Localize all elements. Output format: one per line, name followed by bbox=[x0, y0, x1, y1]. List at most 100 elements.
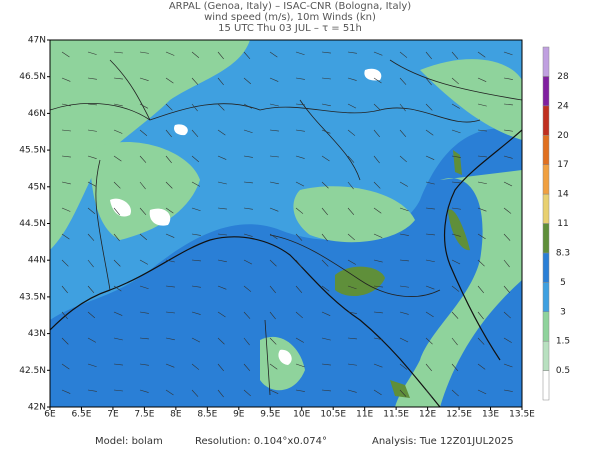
wind-barb bbox=[61, 259, 69, 267]
wind-barb bbox=[347, 129, 356, 136]
wind-barb bbox=[139, 77, 149, 81]
wind-barb bbox=[191, 181, 201, 187]
wind-barb bbox=[113, 155, 122, 162]
wind-barb bbox=[139, 363, 149, 366]
wind-barb bbox=[295, 233, 303, 241]
wind-barb bbox=[399, 181, 408, 187]
wind-barb bbox=[399, 311, 409, 315]
wind-area bbox=[50, 40, 250, 250]
wind-barb bbox=[503, 311, 511, 319]
wind-area bbox=[260, 336, 305, 391]
wind-barb bbox=[347, 363, 357, 366]
wind-barb bbox=[347, 389, 357, 393]
wind-area bbox=[420, 59, 522, 141]
x-tick-label: 11.5E bbox=[383, 410, 409, 420]
wind-barb bbox=[373, 77, 382, 84]
wind-barb bbox=[165, 337, 175, 341]
wind-barb bbox=[347, 337, 357, 340]
wind-barb bbox=[425, 77, 432, 86]
wind-barb bbox=[477, 259, 485, 267]
colorbar-swatch bbox=[542, 223, 550, 254]
wind-barb bbox=[269, 337, 277, 345]
wind-barb bbox=[165, 259, 175, 263]
wind-barb bbox=[425, 389, 432, 398]
colorbar-swatch bbox=[542, 311, 550, 342]
wind-barb bbox=[451, 259, 461, 265]
wind-barb bbox=[87, 363, 97, 368]
wind-barb bbox=[451, 363, 459, 372]
wind-barb bbox=[451, 129, 461, 134]
wind-barb bbox=[165, 155, 172, 164]
wind-barb bbox=[217, 103, 225, 111]
wind-barb bbox=[165, 233, 175, 238]
wind-barb bbox=[399, 363, 408, 370]
x-tick-label: 9.5E bbox=[260, 410, 280, 420]
wind-barb bbox=[191, 207, 201, 212]
wind-barb bbox=[165, 311, 175, 314]
wind-barb bbox=[139, 259, 149, 265]
wind-barb bbox=[373, 103, 381, 111]
wind-barb bbox=[295, 155, 305, 159]
wind-barb bbox=[87, 103, 97, 106]
wind-barb bbox=[399, 77, 407, 85]
wind-barb bbox=[347, 207, 355, 216]
wind-barb bbox=[243, 155, 253, 158]
wind-barb bbox=[425, 129, 434, 136]
wind-barb bbox=[243, 259, 253, 265]
wind-barb bbox=[477, 155, 487, 158]
wind-barb bbox=[373, 181, 381, 189]
wind-barb bbox=[191, 389, 199, 397]
wind-barb bbox=[477, 311, 484, 320]
wind-barb bbox=[87, 77, 97, 80]
colorbar-label: 14 bbox=[557, 190, 569, 200]
wind-barb bbox=[451, 233, 461, 237]
wind-barb bbox=[425, 207, 435, 210]
wind-barb bbox=[451, 207, 461, 210]
wind-barb bbox=[191, 129, 199, 137]
wind-barb bbox=[113, 207, 120, 216]
wind-barb bbox=[321, 363, 331, 366]
wind-barb bbox=[295, 285, 303, 294]
wind-barb bbox=[321, 77, 331, 80]
wind-barb bbox=[61, 181, 71, 185]
wind-barb bbox=[477, 233, 486, 240]
wind-barb bbox=[61, 337, 69, 345]
wind-barb bbox=[321, 259, 329, 267]
wind-barb bbox=[373, 155, 380, 164]
wind-barb bbox=[269, 233, 278, 240]
wind-barb bbox=[61, 389, 71, 394]
wind-barb bbox=[503, 363, 513, 368]
wind-barb bbox=[269, 129, 279, 132]
wind-barb bbox=[399, 337, 409, 343]
wind-barb bbox=[269, 155, 279, 158]
wind-barb bbox=[87, 181, 97, 187]
colorbar-label: 17 bbox=[557, 160, 568, 170]
wind-barb bbox=[373, 51, 383, 56]
wind-barb bbox=[477, 363, 486, 370]
wind-barb bbox=[347, 233, 355, 241]
wind-barb bbox=[243, 51, 251, 59]
colorbar: 0.5 1.5 3 5 8.3 11 14 17 20 24 28 bbox=[542, 46, 570, 401]
y-tick-label: 46.5N bbox=[19, 72, 46, 82]
wind-barb bbox=[191, 259, 201, 262]
wind-barb bbox=[451, 77, 459, 85]
wind-barb bbox=[113, 389, 123, 392]
wind-barb bbox=[503, 155, 513, 159]
wind-barb bbox=[139, 389, 149, 393]
wind-barb bbox=[451, 181, 461, 184]
wind-barb bbox=[217, 389, 224, 398]
wind-barb bbox=[191, 103, 198, 112]
wind-area bbox=[448, 209, 470, 251]
colorbar-swatch bbox=[542, 46, 550, 77]
colorbar-swatch bbox=[542, 370, 550, 401]
wind-barb bbox=[61, 311, 68, 320]
wind-barb bbox=[399, 51, 408, 58]
wind-barb bbox=[503, 337, 512, 343]
wind-barb bbox=[347, 285, 357, 290]
colorbar-label: 24 bbox=[557, 101, 569, 111]
wind-barb bbox=[425, 155, 435, 160]
wind-barb bbox=[503, 129, 513, 132]
wind-barb bbox=[139, 207, 147, 215]
x-tick-label: 13E bbox=[482, 410, 499, 420]
